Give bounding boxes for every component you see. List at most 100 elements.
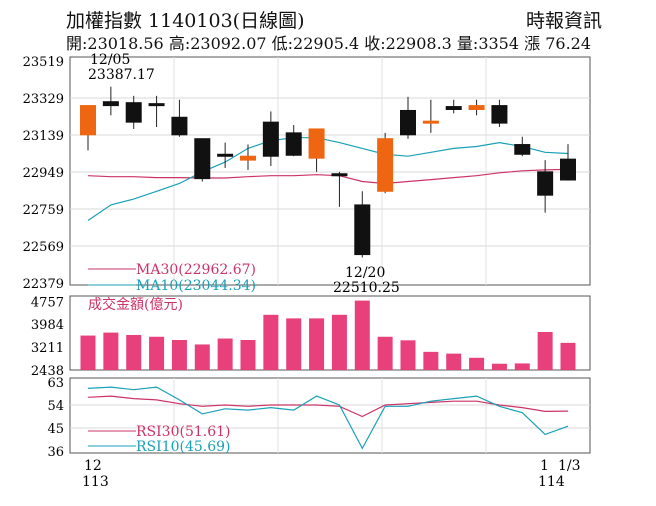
volume-bar	[103, 332, 119, 370]
volume-bar	[263, 314, 279, 370]
candle-body	[217, 153, 234, 157]
candle-body	[468, 105, 485, 110]
price-tick-label: 23329	[23, 92, 64, 107]
candlesticks	[80, 86, 576, 258]
ma10-legend-label: MA10(23044.34)	[136, 278, 256, 294]
volume-bar	[309, 318, 325, 370]
rsi10-legend-label: RSI10(45.69)	[136, 439, 230, 455]
volume-tick-label: 3211	[31, 341, 64, 356]
candle	[468, 99, 485, 116]
candle-body	[377, 138, 394, 192]
candle-body	[491, 105, 508, 124]
rsi10-line	[87, 386, 569, 450]
candle-body	[194, 138, 211, 180]
publisher-name: 時報資訊	[525, 10, 602, 32]
volume-y-axis: 4757 3984 3211 2438	[31, 295, 64, 379]
candle	[125, 95, 142, 129]
rsi-y-axis: 63 54 45 36	[47, 376, 64, 460]
volume-panel-title: 成交金額(億元)	[88, 296, 183, 313]
candle	[285, 125, 302, 157]
candle-body	[171, 116, 188, 136]
price-tick-label: 22949	[23, 166, 64, 181]
price-y-axis: 23519 23329 23139 22949 22759 22569 22379	[23, 55, 64, 292]
volume-bar	[354, 300, 370, 370]
candle	[331, 171, 348, 207]
price-panel-frame	[69, 56, 591, 286]
low-value-annotation: 22510.25	[333, 280, 400, 296]
candle	[194, 138, 211, 182]
rsi-tick-label: 54	[47, 399, 64, 414]
volume-bar	[331, 314, 347, 370]
candle-body	[148, 103, 165, 107]
low-date-annotation: 12/20	[345, 265, 385, 281]
candle	[217, 142, 234, 168]
candle-body	[514, 144, 531, 155]
volume-bar	[240, 340, 256, 370]
volume-bar	[171, 340, 187, 370]
candle	[377, 132, 394, 194]
quote-summary: 開:23018.56 高:23092.07 低:22905.4 收:22908.…	[66, 34, 592, 53]
x-label-month-dec: 12	[84, 458, 102, 474]
rsi30-line	[87, 395, 569, 418]
candle	[354, 191, 371, 258]
volume-bar	[491, 363, 507, 370]
candle-body	[102, 101, 119, 107]
volume-bar	[286, 318, 302, 370]
ma30-legend-label: MA30(22962.67)	[136, 262, 256, 278]
ma30-line	[87, 168, 569, 185]
candle	[537, 160, 554, 213]
price-grid	[70, 57, 590, 285]
price-tick-label: 22569	[23, 240, 64, 255]
price-tick-label: 23519	[23, 55, 64, 70]
price-tick-label: 23139	[23, 129, 64, 144]
rsi-tick-label: 36	[47, 445, 64, 460]
x-label-month-jan: 1	[540, 458, 549, 474]
rsi30-legend-label: RSI30(51.61)	[136, 424, 230, 440]
candle	[148, 95, 165, 128]
candle	[514, 136, 531, 157]
volume-bar	[126, 334, 142, 370]
x-label-year-113: 113	[82, 474, 109, 490]
candle	[491, 99, 508, 128]
candle-body	[308, 128, 325, 159]
candle-body	[80, 105, 96, 136]
rsi-tick-label: 63	[47, 376, 64, 391]
volume-bar	[469, 357, 485, 370]
volume-bar	[80, 335, 96, 370]
rsi-panel-frame	[69, 377, 591, 454]
candle-body	[537, 171, 554, 196]
price-tick-label: 22379	[23, 277, 64, 292]
volume-bars	[80, 300, 576, 370]
candle-body	[331, 173, 348, 177]
volume-bar	[194, 344, 210, 370]
volume-bar	[217, 338, 233, 370]
high-date-annotation: 12/05	[90, 52, 130, 68]
candle	[445, 99, 462, 114]
volume-panel-frame	[69, 295, 591, 371]
volume-tick-label: 2438	[31, 364, 64, 379]
x-label-year-114: 114	[538, 474, 565, 490]
candle-body	[445, 106, 462, 110]
candle-body	[354, 204, 371, 256]
x-label-date-0103: 1/3	[558, 458, 581, 474]
candle	[262, 111, 279, 166]
candle	[308, 128, 325, 172]
chart-title: 加權指數 1140103(日線圖)	[66, 10, 305, 32]
candle-body	[422, 120, 439, 124]
candle-body	[240, 155, 256, 161]
moving-average-lines	[87, 137, 569, 221]
candle-body	[400, 109, 416, 136]
candle-body	[262, 121, 279, 157]
candle-body	[285, 132, 302, 156]
volume-bar	[400, 340, 416, 370]
candle	[422, 99, 439, 133]
rsi-tick-label: 45	[47, 422, 64, 437]
volume-tick-label: 4757	[31, 295, 64, 310]
candle	[240, 144, 256, 170]
candle	[171, 99, 188, 137]
price-tick-label: 22759	[23, 203, 64, 218]
rsi-lines	[87, 386, 569, 450]
candle-body	[125, 102, 142, 123]
volume-bar	[537, 332, 553, 370]
